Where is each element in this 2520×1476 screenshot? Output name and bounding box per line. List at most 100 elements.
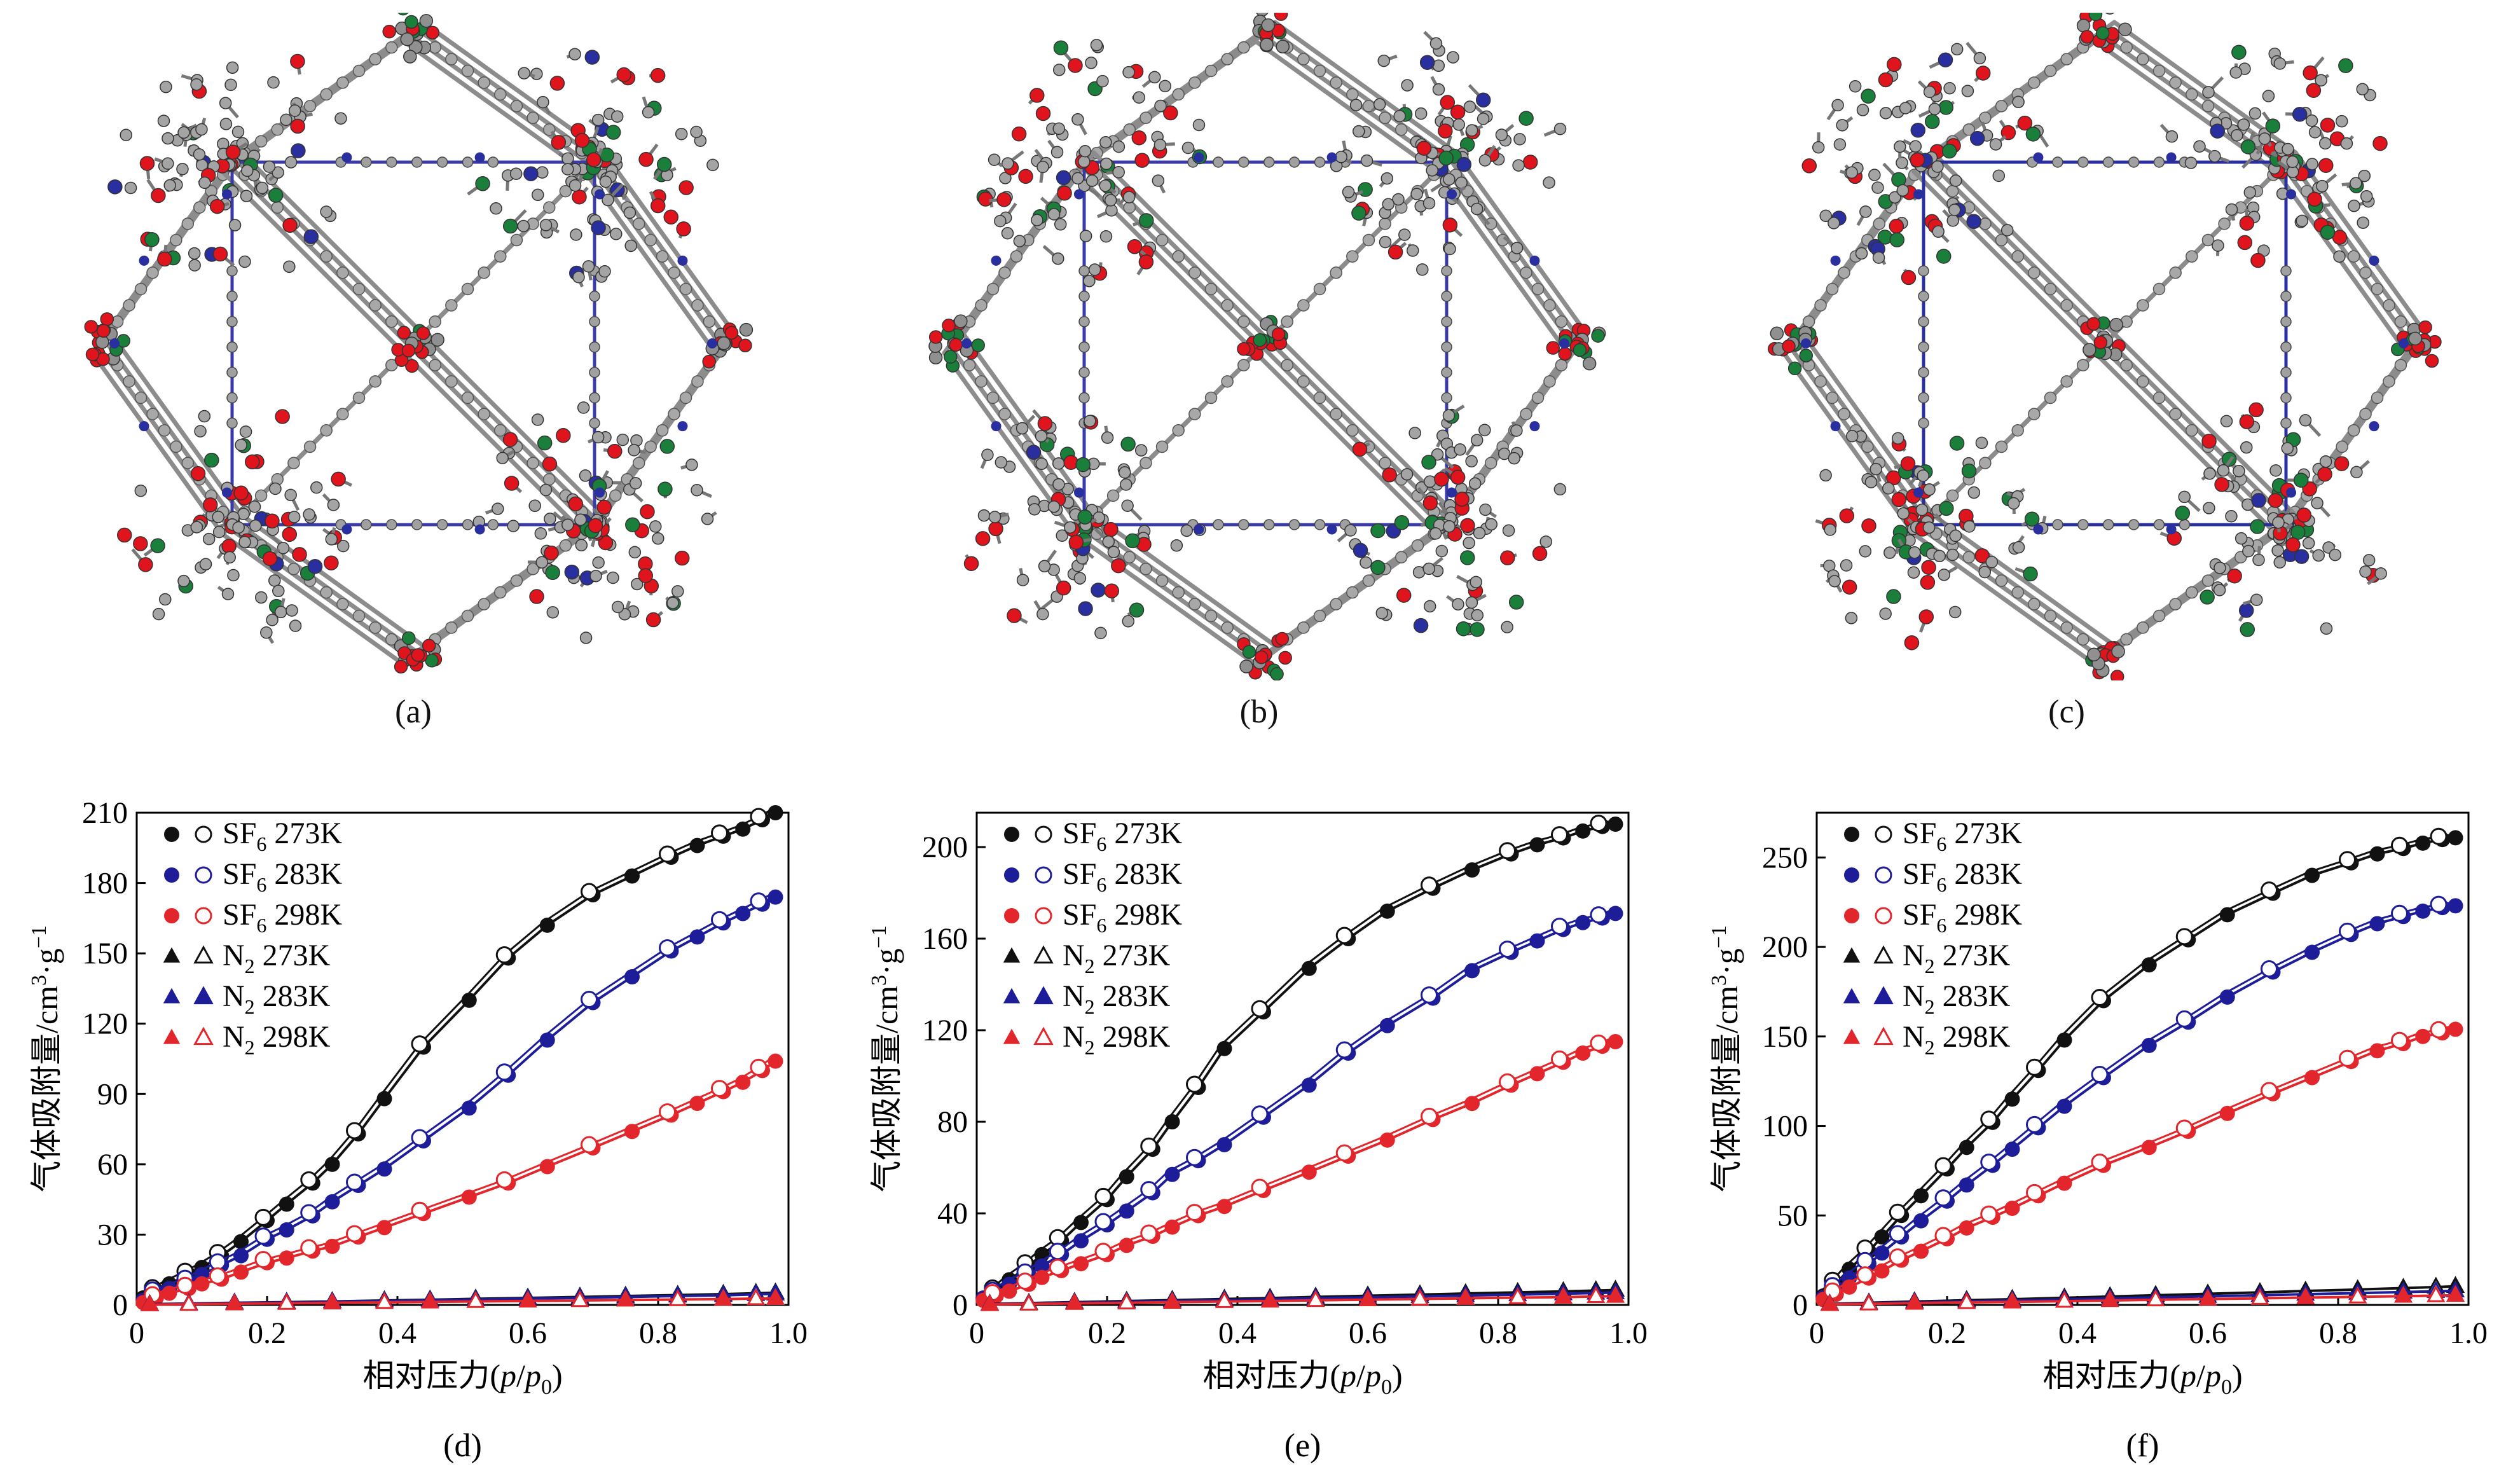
data-point <box>1905 1292 1924 1310</box>
data-point <box>768 805 783 820</box>
data-point <box>1464 1096 1480 1112</box>
legend-marker-filled <box>1004 908 1019 923</box>
data-point-open <box>1186 1148 1203 1166</box>
structure-atoms <box>84 13 754 674</box>
data-point <box>279 1222 294 1238</box>
data-point <box>624 1124 640 1140</box>
data-point <box>689 838 705 853</box>
x-axis-label: 相对压力(p/p0) <box>2042 1358 2242 1399</box>
data-point-open <box>209 1267 226 1285</box>
data-point <box>140 1294 160 1311</box>
x-tick-label: 0.4 <box>378 1316 417 1350</box>
data-point-open <box>1421 986 1438 1004</box>
data-point-open <box>2026 1058 2043 1076</box>
x-tick-label: 1.0 <box>1609 1316 1648 1350</box>
data-point <box>1529 933 1545 949</box>
data-point-open <box>209 1253 226 1271</box>
data-point <box>735 906 751 921</box>
data-point <box>2369 846 2385 862</box>
x-axis-label: 相对压力(p/p0) <box>362 1358 562 1399</box>
data-point <box>1034 1258 1050 1274</box>
legend-label: SF6 273K <box>1063 817 1182 855</box>
data-point <box>1379 1017 1395 1033</box>
data-point-open <box>254 1251 272 1269</box>
legend-marker-open <box>1035 907 1052 925</box>
data-point-open <box>1421 876 1438 894</box>
data-point-open <box>2391 1031 2408 1049</box>
data-point-open <box>1421 1107 1438 1125</box>
crystal-structure-a <box>84 13 754 674</box>
data-point <box>2002 1291 2022 1309</box>
data-point <box>2141 1037 2157 1053</box>
data-point-open <box>711 911 728 928</box>
data-point-open <box>659 1103 676 1121</box>
legend-label: SF6 283K <box>1903 857 2022 896</box>
legend-marker-filled <box>1003 1028 1021 1044</box>
data-point <box>1608 817 1623 832</box>
x-tick-label: 0.8 <box>1479 1316 1517 1350</box>
x-tick-label: 0 <box>969 1316 984 1350</box>
data-point <box>1913 1213 1929 1229</box>
data-point <box>570 1290 589 1307</box>
series-1 <box>975 906 1623 1306</box>
series-2 <box>1815 1021 2463 1307</box>
legend-marker-filled <box>163 988 181 1004</box>
legend-marker-filled <box>1844 867 1859 883</box>
data-point-open <box>1856 1252 1874 1269</box>
legend-label: SF6 298K <box>1903 898 2022 937</box>
y-tick-label: 0 <box>113 1288 128 1322</box>
data-point <box>713 1288 733 1306</box>
data-point-open <box>659 845 676 863</box>
data-point-open <box>750 1058 768 1076</box>
data-point <box>1073 1233 1089 1249</box>
y-tick-label: 30 <box>97 1218 128 1252</box>
y-tick-label: 40 <box>937 1197 968 1231</box>
data-point <box>2304 1070 2320 1086</box>
data-point-open <box>176 1276 194 1294</box>
structure-atoms <box>1768 13 2442 680</box>
chart-caption: (e) <box>1284 1428 1321 1464</box>
data-point-open <box>1251 1105 1269 1123</box>
legend-label: N2 298K <box>1903 1020 2011 1059</box>
y-tick-label: 120 <box>82 1007 128 1041</box>
legend-label: N2 283K <box>1903 979 2011 1018</box>
legend-marker-open <box>1033 945 1054 964</box>
x-tick-label: 1.0 <box>769 1316 808 1350</box>
data-point-open <box>2339 922 2356 940</box>
data-point-open <box>495 1171 513 1189</box>
legend-marker-open <box>1875 825 1892 843</box>
data-point-open <box>2091 989 2109 1007</box>
data-point-open <box>346 1173 363 1191</box>
data-point <box>375 1292 394 1309</box>
data-point-open <box>411 1035 429 1053</box>
data-point <box>735 1074 751 1090</box>
data-point-open <box>1590 1034 1608 1052</box>
data-point <box>2448 1021 2463 1037</box>
data-point-open <box>1499 1073 1516 1091</box>
data-point <box>624 969 640 984</box>
legend-marker-filled <box>1843 947 1861 963</box>
data-point-open <box>984 1284 1002 1302</box>
data-point <box>194 1276 210 1292</box>
data-point <box>2004 1201 2020 1217</box>
data-point <box>1959 1140 1974 1155</box>
legend-marker-open <box>193 945 214 964</box>
data-point-open <box>1980 1153 1998 1171</box>
data-point <box>1842 1279 1857 1295</box>
y-tick-label: 90 <box>97 1077 128 1111</box>
data-point <box>1575 1045 1591 1061</box>
y-tick-label: 160 <box>922 922 968 956</box>
data-point-open <box>1094 1213 1112 1231</box>
data-point <box>279 1250 294 1266</box>
y-tick-label: 150 <box>1762 1020 1808 1054</box>
data-point-open <box>2091 1153 2109 1171</box>
series-line <box>1822 1028 2456 1301</box>
legend-label: N2 283K <box>1063 979 1171 1018</box>
legend-marker-filled <box>164 908 179 923</box>
data-point <box>2304 867 2320 883</box>
data-point <box>1608 1034 1623 1049</box>
data-point <box>2415 1028 2431 1044</box>
data-point <box>2141 1140 2157 1155</box>
data-point-open <box>346 1225 363 1243</box>
